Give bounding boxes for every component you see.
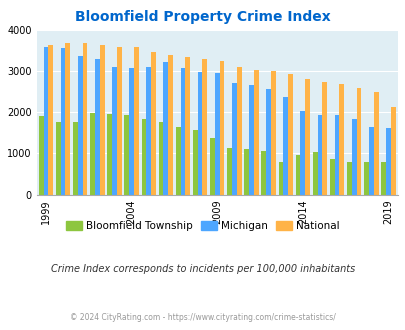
- Bar: [346, 162, 351, 195]
- Bar: [305, 79, 309, 195]
- Bar: [146, 67, 151, 195]
- Bar: [278, 162, 283, 195]
- Bar: [261, 151, 266, 195]
- Bar: [202, 59, 207, 195]
- Bar: [90, 113, 95, 195]
- Bar: [283, 97, 288, 195]
- Bar: [209, 138, 214, 195]
- Bar: [124, 115, 129, 195]
- Text: © 2024 CityRating.com - https://www.cityrating.com/crime-statistics/: © 2024 CityRating.com - https://www.city…: [70, 314, 335, 322]
- Bar: [334, 115, 339, 195]
- Bar: [390, 107, 395, 195]
- Bar: [100, 45, 104, 195]
- Bar: [180, 69, 185, 195]
- Bar: [163, 62, 168, 195]
- Bar: [107, 114, 112, 195]
- Bar: [288, 74, 292, 195]
- Bar: [214, 73, 219, 195]
- Bar: [244, 149, 248, 195]
- Bar: [117, 48, 121, 195]
- Bar: [73, 122, 78, 195]
- Bar: [351, 119, 356, 195]
- Bar: [185, 56, 190, 195]
- Bar: [270, 71, 275, 195]
- Bar: [78, 56, 82, 195]
- Bar: [317, 115, 322, 195]
- Bar: [43, 48, 48, 195]
- Bar: [300, 111, 305, 195]
- Bar: [385, 128, 390, 195]
- Bar: [253, 70, 258, 195]
- Bar: [373, 92, 377, 195]
- Bar: [197, 72, 202, 195]
- Legend: Bloomfield Township, Michigan, National: Bloomfield Township, Michigan, National: [62, 216, 343, 235]
- Bar: [295, 155, 300, 195]
- Bar: [312, 152, 317, 195]
- Bar: [141, 119, 146, 195]
- Bar: [151, 52, 156, 195]
- Text: Crime Index corresponds to incidents per 100,000 inhabitants: Crime Index corresponds to incidents per…: [51, 264, 354, 274]
- Bar: [48, 45, 53, 195]
- Bar: [134, 48, 139, 195]
- Bar: [60, 48, 65, 195]
- Bar: [65, 43, 70, 195]
- Bar: [266, 89, 270, 195]
- Bar: [226, 148, 231, 195]
- Bar: [356, 88, 360, 195]
- Bar: [56, 122, 60, 195]
- Bar: [380, 162, 385, 195]
- Bar: [82, 43, 87, 195]
- Bar: [38, 116, 43, 195]
- Bar: [236, 67, 241, 195]
- Bar: [112, 67, 117, 195]
- Bar: [168, 55, 173, 195]
- Bar: [231, 82, 236, 195]
- Bar: [363, 162, 368, 195]
- Bar: [322, 82, 326, 195]
- Bar: [339, 84, 343, 195]
- Bar: [158, 122, 163, 195]
- Bar: [219, 61, 224, 195]
- Bar: [175, 127, 180, 195]
- Bar: [129, 68, 134, 195]
- Bar: [329, 159, 334, 195]
- Bar: [95, 59, 100, 195]
- Bar: [368, 127, 373, 195]
- Bar: [248, 85, 253, 195]
- Text: Bloomfield Property Crime Index: Bloomfield Property Crime Index: [75, 10, 330, 24]
- Bar: [192, 130, 197, 195]
